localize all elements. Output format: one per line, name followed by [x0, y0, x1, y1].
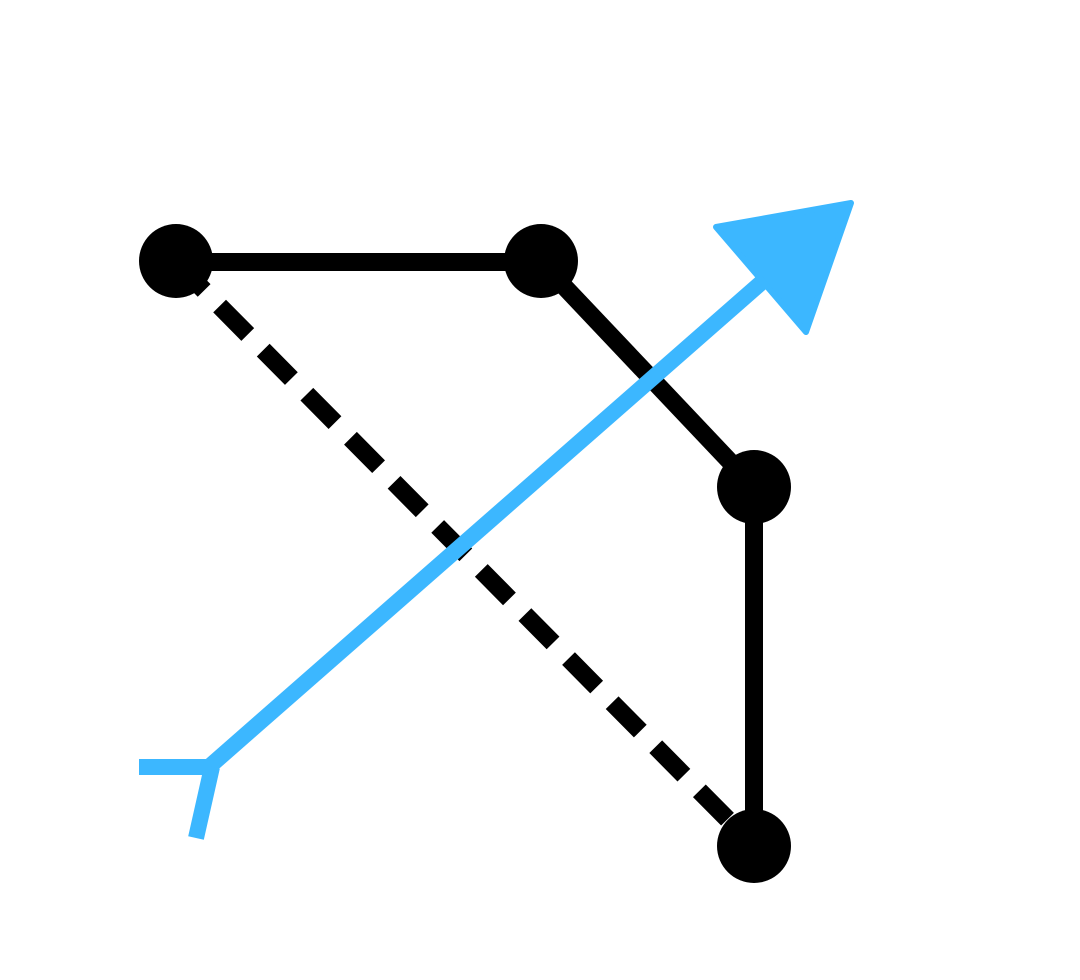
node-1	[139, 224, 213, 298]
arrow-shaft	[204, 275, 768, 773]
nodes	[139, 224, 791, 883]
dashed-edge	[169, 255, 761, 853]
arrow-head	[713, 200, 854, 335]
node-3	[717, 450, 791, 524]
arrow-fletching-bottom	[188, 765, 220, 840]
node-2	[504, 224, 578, 298]
arrow	[139, 200, 854, 840]
node-4	[717, 809, 791, 883]
